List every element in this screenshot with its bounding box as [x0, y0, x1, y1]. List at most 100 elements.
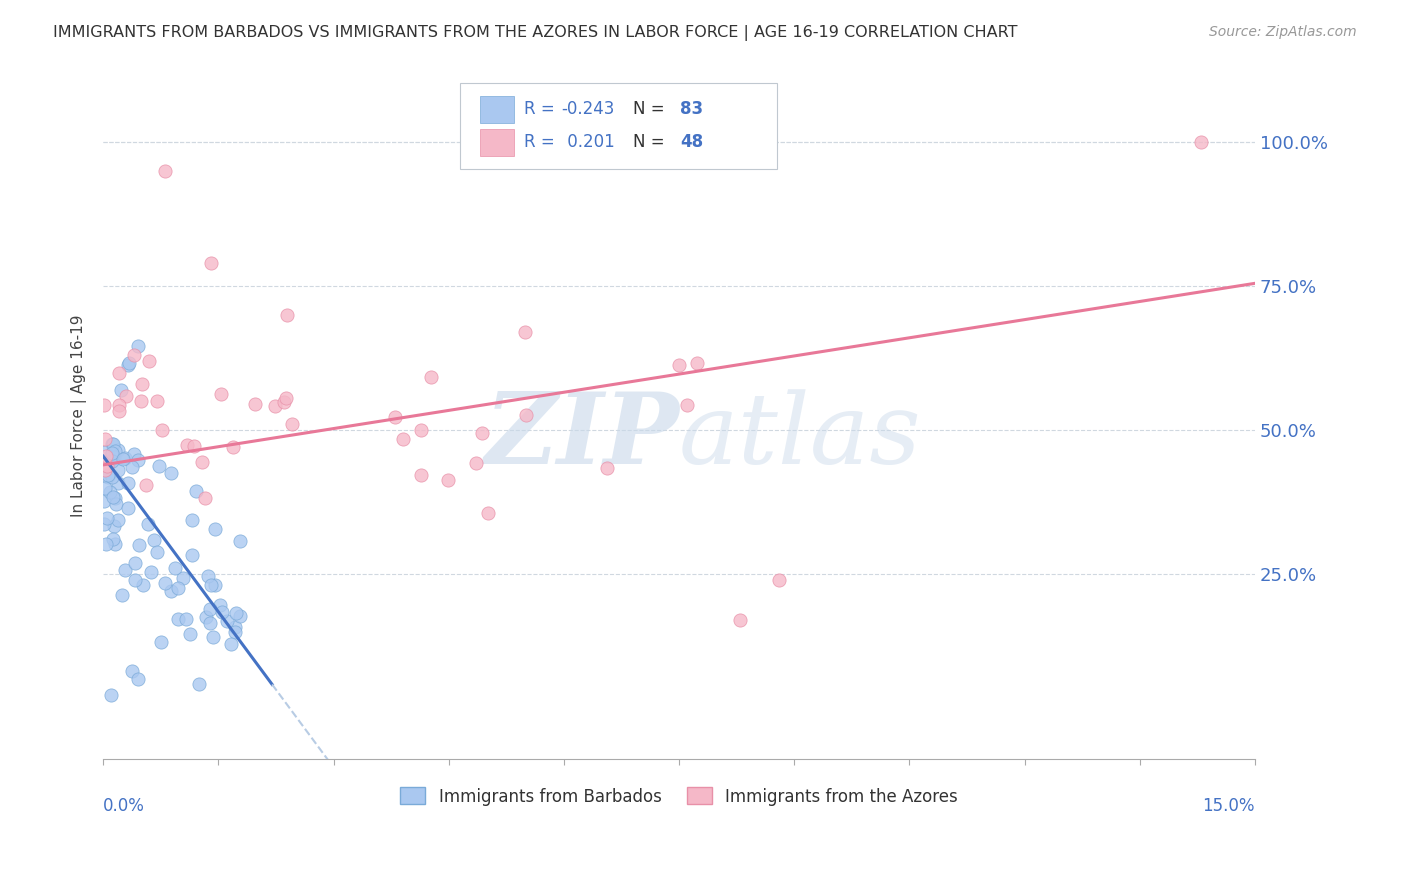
- Text: Source: ZipAtlas.com: Source: ZipAtlas.com: [1209, 25, 1357, 39]
- Point: [224, 620, 246, 634]
- Point: [94, 449, 117, 463]
- Point: [115, 389, 138, 403]
- Point: [211, 605, 233, 619]
- Y-axis label: In Labor Force | Age 16-19: In Labor Force | Age 16-19: [72, 315, 87, 517]
- Point: [107, 463, 129, 477]
- Point: [186, 483, 208, 498]
- Point: [209, 387, 232, 401]
- Text: 15.0%: 15.0%: [1202, 797, 1256, 814]
- Text: ZIP: ZIP: [484, 388, 679, 484]
- Point: [96, 510, 118, 524]
- Point: [107, 442, 129, 457]
- Point: [128, 538, 150, 552]
- Text: 0.0%: 0.0%: [103, 797, 145, 814]
- Point: [165, 561, 187, 575]
- Point: [110, 383, 132, 397]
- Point: [103, 519, 125, 533]
- Point: [1189, 135, 1212, 149]
- Point: [101, 454, 124, 468]
- Point: [222, 440, 245, 454]
- Point: [228, 608, 250, 623]
- Legend: Immigrants from Barbados, Immigrants from the Azores: Immigrants from Barbados, Immigrants fro…: [394, 780, 965, 813]
- Point: [149, 635, 172, 649]
- Point: [98, 485, 121, 500]
- Point: [280, 417, 302, 431]
- Point: [101, 446, 124, 460]
- Point: [117, 358, 139, 372]
- Point: [96, 458, 118, 473]
- Point: [101, 436, 124, 450]
- Point: [768, 573, 790, 587]
- Point: [225, 606, 247, 620]
- Point: [730, 614, 752, 628]
- Point: [111, 588, 134, 602]
- Point: [224, 625, 246, 640]
- Point: [111, 452, 134, 467]
- Point: [143, 533, 166, 547]
- Point: [276, 308, 298, 322]
- Point: [219, 637, 242, 651]
- Point: [93, 398, 115, 412]
- Text: atlas: atlas: [679, 389, 922, 484]
- Point: [97, 470, 120, 484]
- Point: [136, 517, 159, 532]
- Point: [117, 500, 139, 515]
- Point: [200, 256, 222, 270]
- Point: [179, 626, 201, 640]
- Bar: [479, 128, 515, 156]
- Text: 0.201: 0.201: [561, 133, 614, 152]
- Point: [114, 451, 136, 466]
- Point: [104, 444, 127, 458]
- Text: N =: N =: [633, 100, 669, 119]
- Point: [420, 369, 443, 384]
- Bar: [479, 95, 515, 123]
- Point: [108, 403, 131, 417]
- Point: [93, 481, 115, 495]
- Point: [515, 408, 537, 422]
- Point: [409, 423, 432, 437]
- Point: [93, 517, 115, 532]
- Point: [153, 164, 176, 178]
- Point: [107, 366, 129, 380]
- Point: [204, 522, 226, 536]
- Point: [194, 491, 217, 505]
- Point: [104, 497, 127, 511]
- Point: [198, 615, 221, 630]
- FancyBboxPatch shape: [460, 83, 778, 169]
- Point: [121, 664, 143, 678]
- Point: [94, 537, 117, 551]
- Point: [146, 394, 169, 409]
- Point: [117, 475, 139, 490]
- Point: [167, 582, 190, 596]
- Point: [197, 569, 219, 583]
- Text: 48: 48: [681, 133, 703, 152]
- Point: [477, 506, 499, 520]
- Point: [172, 571, 194, 585]
- Point: [127, 339, 149, 353]
- Point: [217, 614, 239, 628]
- Point: [93, 493, 115, 508]
- Point: [122, 348, 145, 362]
- Point: [124, 573, 146, 587]
- Point: [188, 677, 211, 691]
- Point: [411, 468, 433, 483]
- Point: [103, 450, 125, 465]
- Point: [138, 354, 160, 368]
- Point: [94, 445, 117, 459]
- Point: [204, 578, 226, 592]
- Point: [114, 563, 136, 577]
- Point: [229, 533, 252, 548]
- Point: [108, 398, 131, 412]
- Point: [686, 356, 709, 370]
- Point: [118, 356, 141, 370]
- Point: [200, 578, 222, 592]
- Text: 83: 83: [681, 100, 703, 119]
- Point: [101, 445, 124, 459]
- Point: [208, 598, 231, 612]
- Point: [100, 689, 122, 703]
- Point: [174, 612, 197, 626]
- Point: [183, 439, 205, 453]
- Point: [465, 456, 488, 470]
- Text: -0.243: -0.243: [561, 100, 614, 119]
- Point: [384, 410, 406, 425]
